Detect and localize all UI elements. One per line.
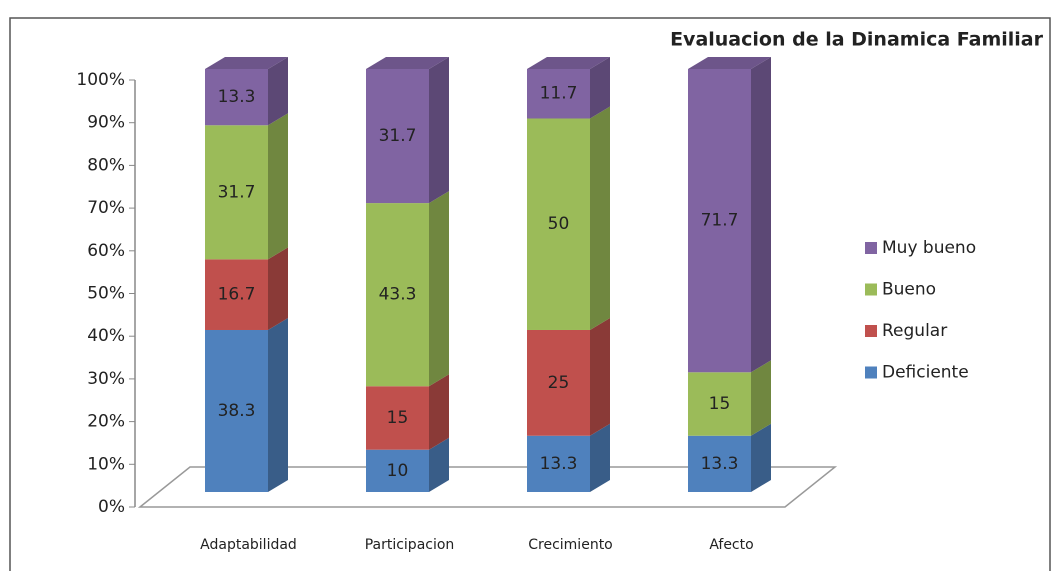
data-label: 50 — [548, 214, 570, 234]
data-label: 31.7 — [218, 182, 256, 202]
y-tick-label: 40% — [87, 326, 125, 346]
bar-segment — [205, 329, 268, 492]
legend-swatch — [865, 325, 877, 337]
bar-top — [527, 57, 610, 69]
data-label: 10 — [387, 461, 409, 481]
data-label: 16.7 — [218, 285, 256, 305]
x-tick-label: Adaptabilidad — [200, 537, 297, 553]
legend-label: Regular — [882, 321, 947, 341]
x-tick-label: Crecimiento — [528, 537, 613, 553]
bar-side — [590, 317, 610, 436]
data-label: 13.3 — [540, 454, 578, 474]
bar-segment — [366, 386, 429, 450]
data-label: 38.3 — [218, 401, 256, 421]
bar-side — [429, 437, 449, 492]
y-tick-label: 90% — [87, 113, 125, 133]
data-label: 13.3 — [218, 87, 256, 107]
chart-title: Evaluacion de la Dinamica Familiar — [670, 29, 1044, 51]
bar-segment — [205, 125, 268, 260]
bar-side — [590, 57, 610, 119]
y-tick-label: 60% — [87, 241, 125, 261]
bar-side — [268, 113, 288, 260]
data-label: 25 — [548, 373, 570, 393]
bar-segment — [366, 203, 429, 387]
bar-segment — [527, 69, 590, 119]
bar-segment — [527, 118, 590, 330]
y-tick-label: 50% — [87, 284, 125, 304]
bar-segment — [366, 449, 429, 492]
bar-top — [688, 57, 771, 69]
x-tick-label: Participacion — [365, 537, 455, 553]
y-tick-label: 0% — [98, 497, 125, 517]
data-label: 15 — [709, 394, 731, 414]
legend-label: Deficiente — [882, 363, 969, 383]
bar-segment — [366, 69, 429, 204]
data-label: 13.3 — [701, 454, 739, 474]
bar-segment — [527, 329, 590, 436]
bar-side — [429, 191, 449, 387]
y-tick-label: 100% — [76, 70, 125, 90]
legend-swatch — [865, 283, 877, 296]
y-tick-label: 70% — [87, 198, 125, 218]
bar-side — [429, 57, 449, 204]
legend-label: Muy bueno — [882, 238, 976, 258]
data-label: 43.3 — [379, 285, 417, 305]
data-label: 15 — [387, 408, 409, 428]
legend-swatch — [865, 366, 877, 379]
bar-segment — [205, 69, 268, 126]
bar-segment — [688, 435, 751, 492]
bar-top — [205, 57, 288, 69]
bar-side — [268, 57, 288, 126]
bar-segment — [688, 372, 751, 436]
chart-frame — [9, 17, 1051, 571]
bar-side — [268, 247, 288, 330]
bar-side — [751, 360, 771, 436]
data-label: 11.7 — [540, 84, 578, 104]
bar-segment — [205, 259, 268, 330]
bar-side — [268, 317, 288, 492]
data-label: 71.7 — [701, 211, 739, 231]
bar-side — [429, 374, 449, 450]
legend-label: Bueno — [882, 280, 936, 300]
bar-side — [751, 57, 771, 373]
bar-top — [366, 57, 449, 69]
x-tick-label: Afecto — [709, 537, 753, 553]
y-tick-label: 80% — [87, 155, 125, 175]
y-tick-label: 20% — [87, 412, 125, 432]
data-label: 31.7 — [379, 126, 417, 146]
bar-segment — [688, 69, 751, 373]
floor — [137, 466, 838, 508]
bar-side — [590, 423, 610, 492]
legend-swatch — [865, 242, 877, 254]
bar-segment — [527, 435, 590, 492]
bar-side — [751, 423, 771, 492]
y-tick-label: 30% — [87, 369, 125, 389]
y-tick-label: 10% — [87, 454, 125, 474]
bar-side — [590, 106, 610, 330]
